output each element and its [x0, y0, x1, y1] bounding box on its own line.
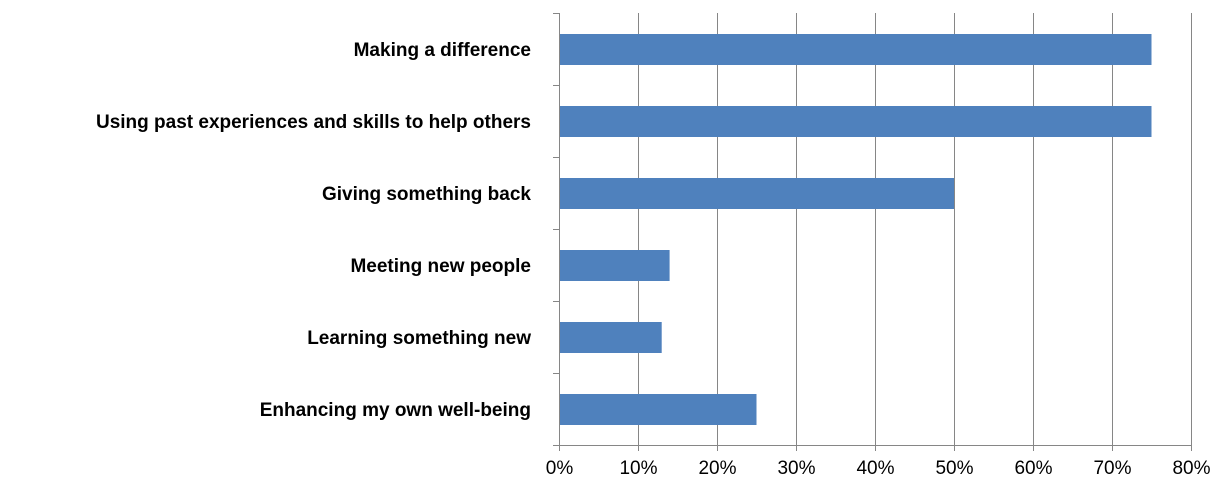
category-label: Using past experiences and skills to hel…	[96, 112, 531, 133]
x-tick-label: 20%	[698, 458, 736, 479]
bar-5	[560, 394, 757, 425]
bar-3	[560, 250, 670, 281]
bar-0	[560, 34, 1152, 65]
x-tick-label: 40%	[856, 458, 894, 479]
x-tick-labels: 0% 10% 20% 30% 40% 50% 60% 70% 80%	[546, 458, 1211, 479]
bars	[560, 34, 1152, 425]
x-tick-label: 0%	[546, 458, 574, 479]
bar-1	[560, 106, 1152, 137]
x-tick-label: 30%	[777, 458, 815, 479]
category-label: Giving something back	[322, 184, 531, 205]
x-tick-label: 80%	[1172, 458, 1210, 479]
category-label: Making a difference	[354, 40, 531, 61]
gridlines	[638, 13, 1192, 445]
category-label: Enhancing my own well-being	[260, 400, 531, 421]
axes	[553, 13, 1192, 451]
x-tick-label: 60%	[1014, 458, 1052, 479]
x-tick-label: 70%	[1093, 458, 1131, 479]
category-label: Meeting new people	[350, 256, 531, 277]
x-tick-label: 10%	[619, 458, 657, 479]
bar-2	[560, 178, 954, 209]
bar-4	[560, 322, 662, 353]
category-label: Learning something new	[307, 328, 531, 349]
x-tick-label: 50%	[935, 458, 973, 479]
category-labels: Making a difference Using past experience…	[96, 40, 531, 421]
